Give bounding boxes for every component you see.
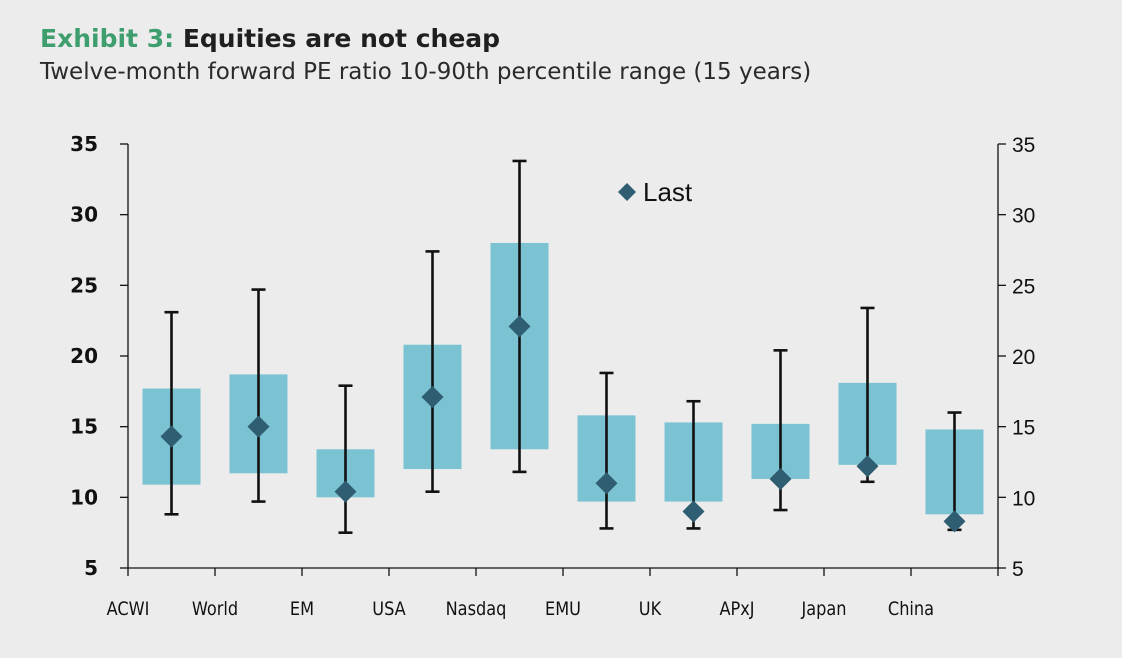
x-tick-label-apxj: APxJ xyxy=(719,599,754,621)
last-marker-em xyxy=(334,480,357,503)
last-marker-world xyxy=(247,415,270,438)
x-tick-label-emu: EMU xyxy=(545,599,581,621)
legend: Last xyxy=(618,177,693,207)
y-tick-label-left-30: 30 xyxy=(70,203,98,227)
y-tick-label-left-5: 5 xyxy=(84,556,98,580)
y-tick-label-left-25: 25 xyxy=(70,273,98,297)
x-tick-label-world: World xyxy=(192,599,238,621)
legend-marker-last xyxy=(618,183,636,201)
y-tick-label-right-10: 10 xyxy=(1012,487,1035,510)
last-marker-apxj xyxy=(769,467,792,490)
exhibit-title: Exhibit 3: Equities are not cheap xyxy=(40,24,811,53)
y-tick-label-left-10: 10 xyxy=(70,485,98,509)
chart-header: Exhibit 3: Equities are not cheap Twelve… xyxy=(40,24,811,85)
exhibit-title-text: Equities are not cheap xyxy=(182,24,501,53)
last-marker-nasdaq xyxy=(508,315,531,338)
last-marker-usa xyxy=(421,385,444,408)
x-tick-label-em: EM xyxy=(290,599,314,621)
y-tick-label-right-25: 25 xyxy=(1012,275,1035,298)
x-tick-label-nasdaq: Nasdaq xyxy=(446,599,507,621)
y-tick-label-right-15: 15 xyxy=(1012,417,1035,440)
x-tick-label-usa: USA xyxy=(372,599,405,621)
y-tick-label-left-35: 35 xyxy=(70,132,98,156)
x-tick-label-uk: UK xyxy=(639,599,662,621)
axes: 5 5 10 10 15 15 20 20 25 25 30 30 35 35 ACWI World EM USA… xyxy=(70,132,1035,620)
min-max-whiskers xyxy=(164,159,962,534)
y-tick-label-left-15: 15 xyxy=(70,415,98,439)
x-tick-label-japan: Japan xyxy=(801,599,847,621)
x-tick-label-acwi: ACWI xyxy=(107,599,150,621)
x-tick-label-china: China xyxy=(888,599,934,621)
y-tick-label-left-20: 20 xyxy=(70,344,98,368)
exhibit-number: Exhibit 3: xyxy=(40,24,175,53)
last-markers xyxy=(160,315,966,533)
last-marker-emu xyxy=(595,472,618,495)
range-boxes xyxy=(142,242,984,515)
last-marker-japan xyxy=(856,455,879,478)
y-tick-label-right-5: 5 xyxy=(1012,558,1024,581)
last-marker-china xyxy=(943,510,966,533)
last-marker-uk xyxy=(682,500,705,523)
last-marker-acwi xyxy=(160,425,183,448)
chart-subtitle: Twelve-month forward PE ratio 10-90th pe… xyxy=(40,59,812,85)
y-tick-label-right-20: 20 xyxy=(1012,346,1035,369)
plot-area xyxy=(142,159,984,534)
legend-label-last: Last xyxy=(643,177,693,207)
y-tick-label-right-30: 30 xyxy=(1012,205,1035,228)
y-tick-label-right-35: 35 xyxy=(1012,134,1035,157)
